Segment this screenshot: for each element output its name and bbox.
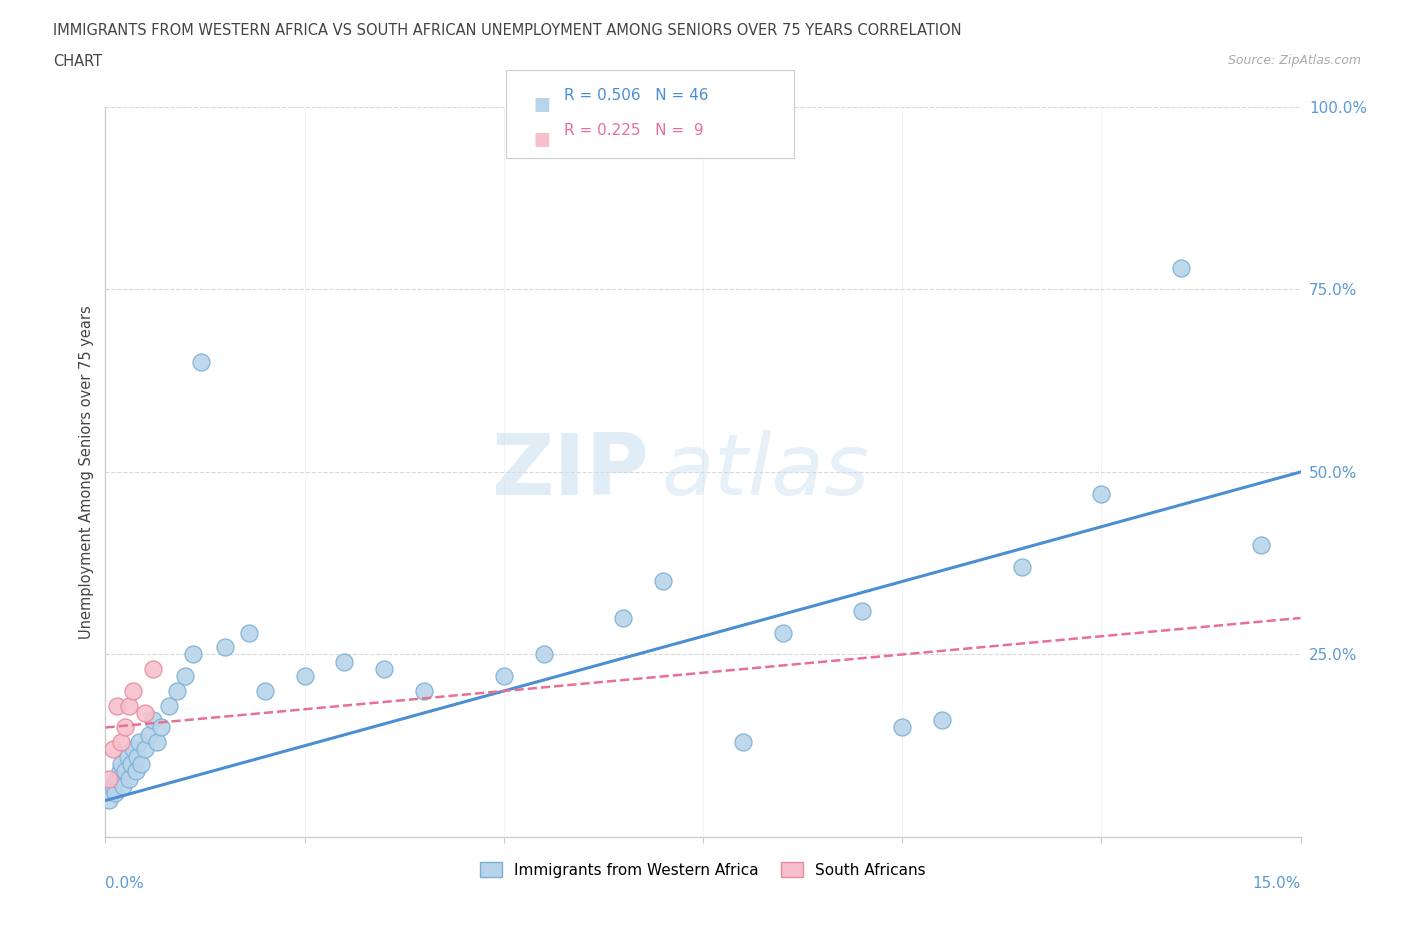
Text: atlas: atlas — [661, 431, 869, 513]
Point — [294, 669, 316, 684]
Text: R = 0.506   N = 46: R = 0.506 N = 46 — [564, 88, 709, 103]
Point — [492, 669, 515, 684]
Point — [166, 684, 188, 698]
Point — [138, 727, 160, 742]
Point — [120, 757, 142, 772]
Point — [134, 742, 156, 757]
Point — [146, 735, 169, 750]
Point — [174, 669, 197, 684]
Text: Source: ZipAtlas.com: Source: ZipAtlas.com — [1227, 54, 1361, 67]
Point — [190, 355, 212, 370]
Point — [772, 625, 794, 640]
Point — [373, 661, 395, 676]
Point — [117, 750, 139, 764]
Point — [111, 778, 134, 793]
Point — [533, 647, 555, 662]
Point — [891, 720, 914, 735]
Point — [107, 698, 129, 713]
Point — [103, 742, 125, 757]
Point — [181, 647, 204, 662]
Point — [731, 735, 754, 750]
Point — [851, 604, 873, 618]
Point — [413, 684, 436, 698]
Text: ▪: ▪ — [533, 89, 551, 117]
Point — [128, 735, 150, 750]
Point — [150, 720, 173, 735]
Point — [1170, 260, 1192, 275]
Point — [110, 735, 132, 750]
Point — [118, 698, 141, 713]
Point — [333, 655, 356, 670]
Text: CHART: CHART — [53, 54, 103, 69]
Point — [612, 611, 634, 626]
Point — [238, 625, 260, 640]
Point — [931, 712, 953, 727]
Text: R = 0.225   N =  9: R = 0.225 N = 9 — [564, 123, 703, 138]
Point — [1090, 486, 1112, 501]
Point — [110, 757, 132, 772]
Point — [127, 750, 149, 764]
Point — [1011, 560, 1033, 575]
Text: ▪: ▪ — [533, 124, 551, 152]
Text: 15.0%: 15.0% — [1253, 876, 1301, 891]
Point — [253, 684, 276, 698]
Point — [214, 640, 236, 655]
Point — [125, 764, 148, 778]
Point — [142, 661, 165, 676]
Point — [122, 684, 145, 698]
Text: ZIP: ZIP — [492, 431, 650, 513]
Text: 0.0%: 0.0% — [105, 876, 145, 891]
Point — [98, 771, 121, 786]
Point — [122, 742, 145, 757]
Point — [1250, 538, 1272, 552]
Point — [129, 757, 153, 772]
Point — [652, 574, 675, 589]
Point — [104, 786, 127, 801]
Point — [103, 778, 125, 793]
Point — [107, 771, 129, 786]
Y-axis label: Unemployment Among Seniors over 75 years: Unemployment Among Seniors over 75 years — [79, 305, 94, 639]
Point — [114, 764, 136, 778]
Point — [157, 698, 180, 713]
Point — [118, 771, 141, 786]
Point — [98, 793, 121, 808]
Point — [134, 706, 156, 721]
Legend: Immigrants from Western Africa, South Africans: Immigrants from Western Africa, South Af… — [474, 857, 932, 884]
Point — [108, 764, 131, 778]
Point — [142, 712, 165, 727]
Point — [114, 720, 136, 735]
Text: IMMIGRANTS FROM WESTERN AFRICA VS SOUTH AFRICAN UNEMPLOYMENT AMONG SENIORS OVER : IMMIGRANTS FROM WESTERN AFRICA VS SOUTH … — [53, 23, 962, 38]
